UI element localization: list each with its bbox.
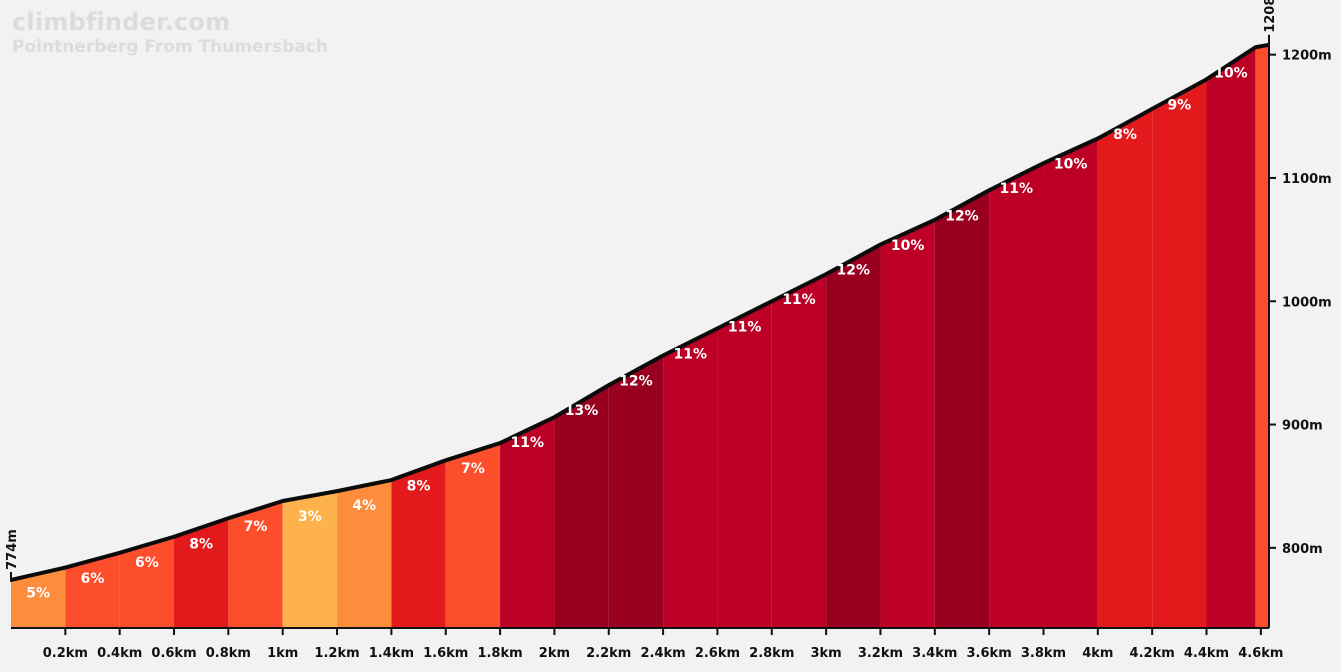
x-tick-label-13: 2.6km bbox=[695, 646, 740, 661]
grade-label-15: 11% bbox=[782, 292, 816, 308]
segment-8 bbox=[391, 460, 446, 628]
x-tick-label-17: 3.4km bbox=[912, 646, 957, 661]
x-tick-label-2: 0.4km bbox=[97, 646, 142, 661]
y-tick-label-4: 1100m bbox=[1282, 172, 1332, 187]
grade-label-8: 8% bbox=[407, 478, 431, 494]
grade-label-19: 11% bbox=[1000, 181, 1034, 197]
x-tick-label-11: 2.2km bbox=[586, 646, 631, 661]
x-tick-label-16: 3.2km bbox=[858, 646, 903, 661]
x-tick-label-23: 4.6km bbox=[1238, 646, 1283, 661]
y-tick-label-5: 1200m bbox=[1282, 49, 1332, 64]
segment-11 bbox=[554, 385, 609, 628]
x-tick-label-10: 2km bbox=[539, 646, 570, 661]
y-tick-label-3: 1000m bbox=[1282, 295, 1332, 310]
chart-title: Pointnerberg From Thumersbach bbox=[12, 37, 328, 57]
x-tick-label-19: 3.8km bbox=[1021, 646, 1066, 661]
segment-24 bbox=[1255, 44, 1269, 628]
grade-label-4: 8% bbox=[189, 536, 213, 552]
x-tick-label-15: 3km bbox=[810, 646, 841, 661]
segment-21 bbox=[1097, 108, 1153, 629]
grade-label-16: 12% bbox=[837, 263, 871, 279]
grade-label-9: 7% bbox=[461, 461, 485, 477]
grade-label-23: 10% bbox=[1214, 65, 1248, 81]
segment-12 bbox=[608, 355, 664, 628]
segment-9 bbox=[445, 443, 501, 628]
x-tick-label-6: 1.2km bbox=[314, 646, 359, 661]
grade-label-10: 11% bbox=[510, 435, 544, 451]
x-tick-label-21: 4.2km bbox=[1130, 646, 1175, 661]
segment-3 bbox=[119, 536, 175, 628]
grade-label-20: 10% bbox=[1054, 157, 1088, 173]
grade-label-13: 11% bbox=[674, 346, 708, 362]
segment-6 bbox=[282, 491, 338, 628]
x-tick-label-1: 0.2km bbox=[43, 646, 88, 661]
segment-17 bbox=[880, 219, 935, 628]
x-tick-label-7: 1.4km bbox=[369, 646, 414, 661]
grade-label-22: 9% bbox=[1167, 97, 1191, 113]
brand-logo-text: climbfinder.com bbox=[12, 8, 231, 36]
segment-14 bbox=[717, 301, 772, 628]
grade-labels-layer: 5% 6% 6% 8% 7% 3% 4% 8% 7% 11% 13% 12% 11% 11% 11% 12% 1… bbox=[26, 65, 1247, 601]
segment-23 bbox=[1206, 47, 1256, 629]
grade-label-14: 11% bbox=[728, 319, 762, 335]
grade-label-2: 6% bbox=[81, 571, 105, 587]
y-tick-label-2: 900m bbox=[1282, 419, 1323, 434]
x-tick-label-9: 1.8km bbox=[477, 646, 522, 661]
segment-7 bbox=[337, 480, 392, 628]
grade-label-7: 4% bbox=[352, 498, 376, 514]
x-tick-label-3: 0.6km bbox=[151, 646, 196, 661]
segment-13 bbox=[663, 328, 718, 628]
grade-label-5: 7% bbox=[244, 519, 268, 535]
segment-15 bbox=[771, 274, 827, 628]
x-tick-label-14: 2.8km bbox=[749, 646, 794, 661]
x-tick-label-20: 4km bbox=[1082, 646, 1113, 661]
x-tick-label-22: 4.4km bbox=[1184, 646, 1229, 661]
segment-4 bbox=[174, 518, 229, 628]
x-tick-label-4: 0.8km bbox=[206, 646, 251, 661]
end-elevation-label: 1208m bbox=[1263, 0, 1278, 33]
grade-label-1: 5% bbox=[26, 586, 50, 602]
grade-label-21: 8% bbox=[1113, 127, 1137, 143]
segment-1 bbox=[11, 567, 66, 628]
grade-label-17: 10% bbox=[891, 238, 925, 254]
grade-label-6: 3% bbox=[298, 509, 322, 525]
segment-2 bbox=[65, 552, 120, 628]
x-tick-label-18: 3.6km bbox=[967, 646, 1012, 661]
y-tick-label-1: 800m bbox=[1282, 542, 1323, 557]
x-tick-label-12: 2.4km bbox=[640, 646, 685, 661]
segment-19 bbox=[989, 163, 1044, 628]
segment-16 bbox=[826, 244, 881, 628]
grade-label-12: 12% bbox=[619, 374, 653, 390]
profile-line-layer bbox=[10, 42, 1270, 582]
segment-5 bbox=[228, 501, 283, 628]
segment-20 bbox=[1043, 138, 1098, 628]
segment-22 bbox=[1152, 79, 1207, 629]
axes-layer: 774m 1208m 0.2km 0.4km 0.6km 0.8km 1km 1.2km 1.4… bbox=[5, 0, 1332, 661]
grade-label-18: 12% bbox=[945, 208, 979, 224]
profile-line bbox=[10, 42, 1270, 582]
segment-10 bbox=[500, 417, 555, 628]
grade-label-3: 6% bbox=[135, 555, 159, 571]
grade-label-11: 13% bbox=[565, 403, 599, 419]
segment-18 bbox=[934, 190, 990, 628]
x-tick-label-8: 1.6km bbox=[423, 646, 468, 661]
start-elevation-label: 774m bbox=[5, 529, 20, 570]
x-tick-label-5: 1km bbox=[267, 646, 298, 661]
segments-layer bbox=[11, 44, 1269, 629]
